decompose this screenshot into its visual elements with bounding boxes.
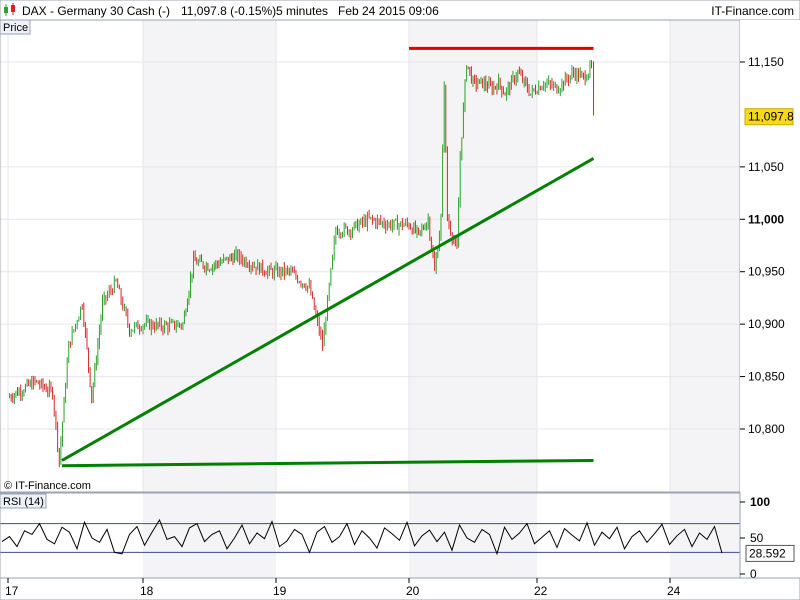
x-axis-bar (0, 577, 800, 600)
day-band (670, 20, 740, 492)
rsi-y-tick-label: 100 (750, 495, 770, 509)
y-tick-label: 11,000 (748, 212, 784, 226)
day-band (409, 20, 537, 492)
y-tick-label: 10,900 (748, 317, 785, 331)
support-line[interactable] (61, 458, 594, 468)
y-tick-label: 10,800 (748, 422, 785, 436)
interval: 5 minutes (276, 4, 328, 18)
rsi-day-band (670, 493, 740, 578)
x-tick-label: 17 (5, 584, 19, 598)
rsi-panel-label: RSI (14) (3, 496, 44, 508)
support-line[interactable] (61, 157, 595, 462)
x-tick-label: 18 (140, 584, 154, 598)
chart-title: DAX - Germany 30 Cash (-) (22, 4, 170, 18)
price-panel[interactable]: Price © IT-Finance.com (0, 19, 741, 493)
rsi-last-badge (745, 544, 795, 562)
y-tick-label: 11,150 (748, 55, 784, 69)
x-tick-label: 24 (667, 584, 681, 598)
candle-icon (4, 3, 15, 16)
y-tick-label: 11,050 (748, 160, 784, 174)
last-price-badge (744, 108, 794, 126)
y-tick-label: 10,850 (748, 370, 785, 384)
watermark: © IT-Finance.com (4, 480, 91, 492)
y-tick-label: 10,950 (748, 265, 785, 279)
rsi-y-axis: 100 50 0 28.592 (740, 495, 795, 581)
x-axis: 17 18 19 20 22 24 (5, 578, 681, 598)
source: IT-Finance.com (711, 4, 794, 18)
rsi-y-tick-label: 0 (750, 567, 757, 581)
last-price-badge-label: 11,097.8 (748, 110, 794, 124)
rsi-day-band (409, 493, 537, 578)
rsi-day-band (143, 493, 276, 578)
day-band (143, 20, 276, 492)
x-tick-label: 22 (534, 584, 548, 598)
datetime: Feb 24 2015 09:06 (338, 4, 439, 18)
rsi-last-badge-label: 28.592 (749, 546, 786, 560)
rsi-panel[interactable]: RSI (14) (0, 492, 741, 579)
last-price: 11,097.8 (-0.15%) (181, 4, 276, 18)
price-y-axis: 11,150 11,050 11,000 10,950 10,900 10,850 10,8… (740, 20, 800, 492)
rsi-panel-tab[interactable] (0, 493, 47, 509)
x-tick-label: 20 (406, 584, 420, 598)
price-panel-tab[interactable] (0, 19, 31, 35)
trendlines (61, 46, 595, 468)
price-panel-label: Price (3, 22, 28, 34)
rsi-series (0, 518, 740, 556)
rsi-line (1, 518, 723, 556)
rsi-y-tick-label: 50 (750, 531, 764, 545)
x-tick-label: 19 (273, 584, 287, 598)
